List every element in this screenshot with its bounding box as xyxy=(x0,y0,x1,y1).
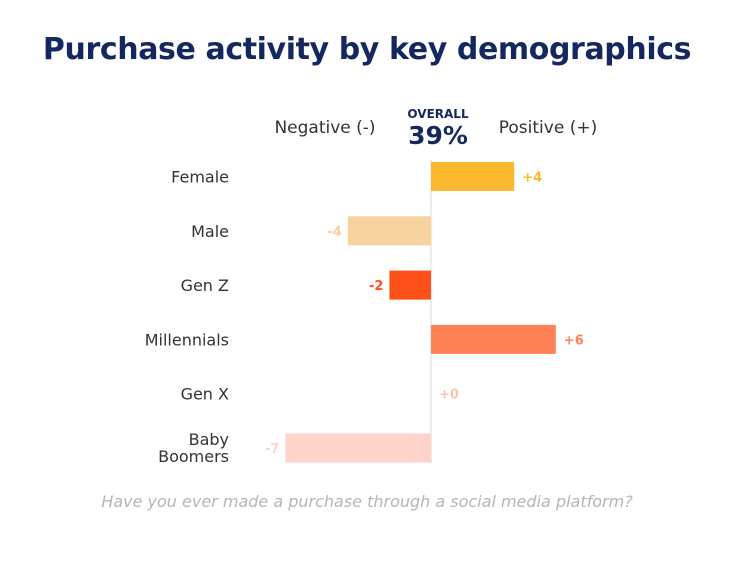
value-label-female: +4 xyxy=(522,171,542,186)
bar-male xyxy=(347,216,431,246)
bars-group xyxy=(285,162,556,463)
category-label-male: Male xyxy=(191,222,229,241)
chart-title: Purchase activity by key demographics xyxy=(42,32,692,67)
overall-label: OVERALL xyxy=(407,107,469,121)
category-label-female: Female xyxy=(171,168,229,187)
category-label-gen-x: Gen X xyxy=(181,385,229,404)
value-label-gen-x: +0 xyxy=(439,388,459,403)
value-label-millennials: +6 xyxy=(564,333,584,348)
category-labels-group: Female Male Gen Z Millennials Gen X Baby Boome… xyxy=(145,168,229,467)
overall-value: 39% xyxy=(408,121,468,150)
negative-direction-label: Negative (-) xyxy=(274,118,375,138)
value-labels-group: +4 -4 -2 +6 +0 -7 xyxy=(265,171,584,458)
bar-gen-z xyxy=(389,270,431,300)
survey-question: Have you ever made a purchase through a … xyxy=(101,492,633,511)
category-label-baby-boomers: Baby Boomers xyxy=(158,430,229,466)
value-label-baby-boomers: -7 xyxy=(265,442,279,457)
category-label-millennials: Millennials xyxy=(145,330,229,349)
diverging-bar-chart: Female Male Gen Z Millennials Gen X Baby Boome… xyxy=(145,107,598,467)
category-label-gen-z: Gen Z xyxy=(181,276,229,295)
bar-female xyxy=(431,162,515,191)
bar-millennials xyxy=(431,324,556,354)
bar-baby-boomers xyxy=(285,433,431,463)
value-label-male: -4 xyxy=(327,225,341,240)
positive-direction-label: Positive (+) xyxy=(499,118,597,138)
value-label-gen-z: -2 xyxy=(369,279,383,294)
